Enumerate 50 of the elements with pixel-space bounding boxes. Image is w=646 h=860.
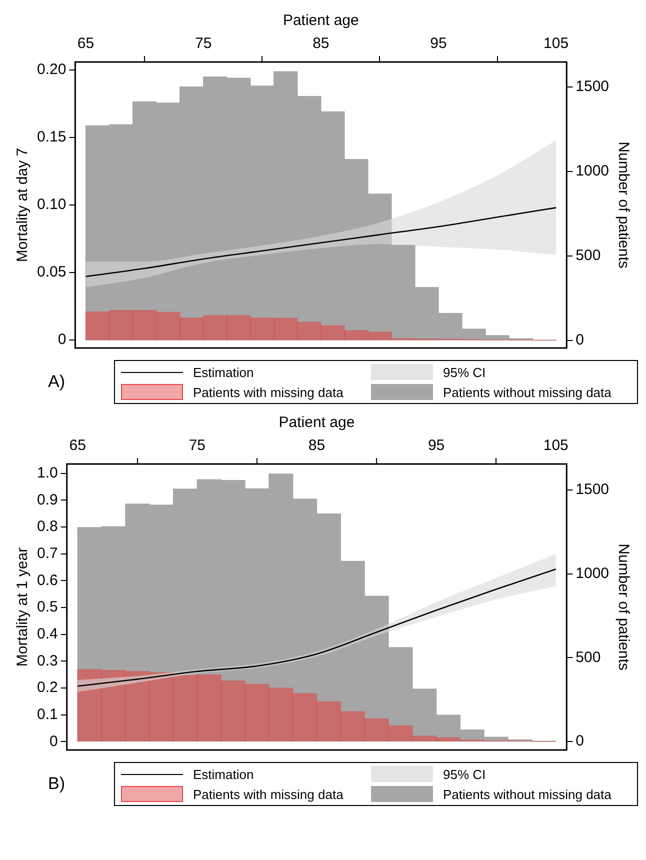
x-tick-label: 95 bbox=[430, 35, 447, 52]
x-axis-title: Patient age bbox=[282, 12, 359, 30]
y2-axis-title: Number of patients bbox=[614, 142, 632, 268]
y-tick-label: 1.0 bbox=[36, 464, 58, 482]
y-tick-label: 0.20 bbox=[36, 61, 66, 78]
y-tick-label: 0.1 bbox=[36, 706, 58, 723]
y-tick-label: 0.9 bbox=[36, 491, 58, 508]
y2-axis-title: Number of patients bbox=[614, 544, 632, 670]
legend-label: Patients with missing data bbox=[193, 384, 344, 400]
x-axis-title: Patient age bbox=[278, 414, 355, 432]
y-tick-label: 0.8 bbox=[36, 518, 58, 536]
y2-tick-label: 1500 bbox=[576, 480, 610, 498]
x-tick-label: 95 bbox=[428, 437, 445, 454]
y2-tick-label: 1500 bbox=[576, 78, 610, 95]
y2-tick-label: 0 bbox=[576, 732, 584, 750]
y-tick-label: 0 bbox=[58, 331, 66, 348]
legend-label: Estimation bbox=[193, 766, 254, 782]
legend-label: Patients without missing data bbox=[443, 384, 612, 400]
text: A) bbox=[48, 372, 65, 391]
y-tick-label: 0.10 bbox=[36, 196, 66, 214]
y-tick-label: 0.7 bbox=[36, 545, 58, 562]
y-axis-title: Mortality at 1 year bbox=[14, 547, 32, 667]
text: B) bbox=[48, 774, 65, 793]
y2-tick-label: 500 bbox=[576, 648, 601, 666]
y-tick-label: 0.2 bbox=[36, 679, 58, 696]
y-tick-label: 0.3 bbox=[36, 652, 58, 670]
x-tick-label: 65 bbox=[69, 437, 86, 454]
x-tick-label: 75 bbox=[188, 437, 206, 454]
text: 95% CI bbox=[443, 364, 486, 380]
y-tick-label: 0.6 bbox=[36, 572, 58, 589]
x-tick-label: 105 bbox=[544, 35, 569, 52]
y2-tick-label: 0 bbox=[576, 332, 584, 349]
y-tick-label: 0.05 bbox=[36, 264, 66, 281]
legend-label: Patients without missing data bbox=[443, 786, 612, 802]
y-tick-label: 0 bbox=[50, 732, 58, 750]
legend-label: Estimation bbox=[193, 364, 254, 380]
x-tick-label: 85 bbox=[312, 35, 330, 52]
y-tick-label: 0.5 bbox=[36, 598, 58, 616]
y2-tick-label: 500 bbox=[576, 247, 601, 264]
y2-tick-label: 1000 bbox=[576, 564, 610, 582]
y-tick-label: 0.4 bbox=[36, 626, 58, 643]
y-axis-title: Mortality at day 7 bbox=[14, 148, 32, 262]
x-tick-label: 65 bbox=[77, 35, 94, 52]
y-tick-label: 0.15 bbox=[36, 128, 66, 146]
legend-label: Patients with missing data bbox=[193, 786, 344, 802]
text: 95% CI bbox=[443, 766, 486, 782]
x-tick-label: 75 bbox=[195, 35, 212, 52]
x-tick-label: 105 bbox=[543, 437, 568, 454]
x-tick-label: 85 bbox=[308, 437, 326, 454]
y2-tick-label: 1000 bbox=[576, 162, 610, 180]
